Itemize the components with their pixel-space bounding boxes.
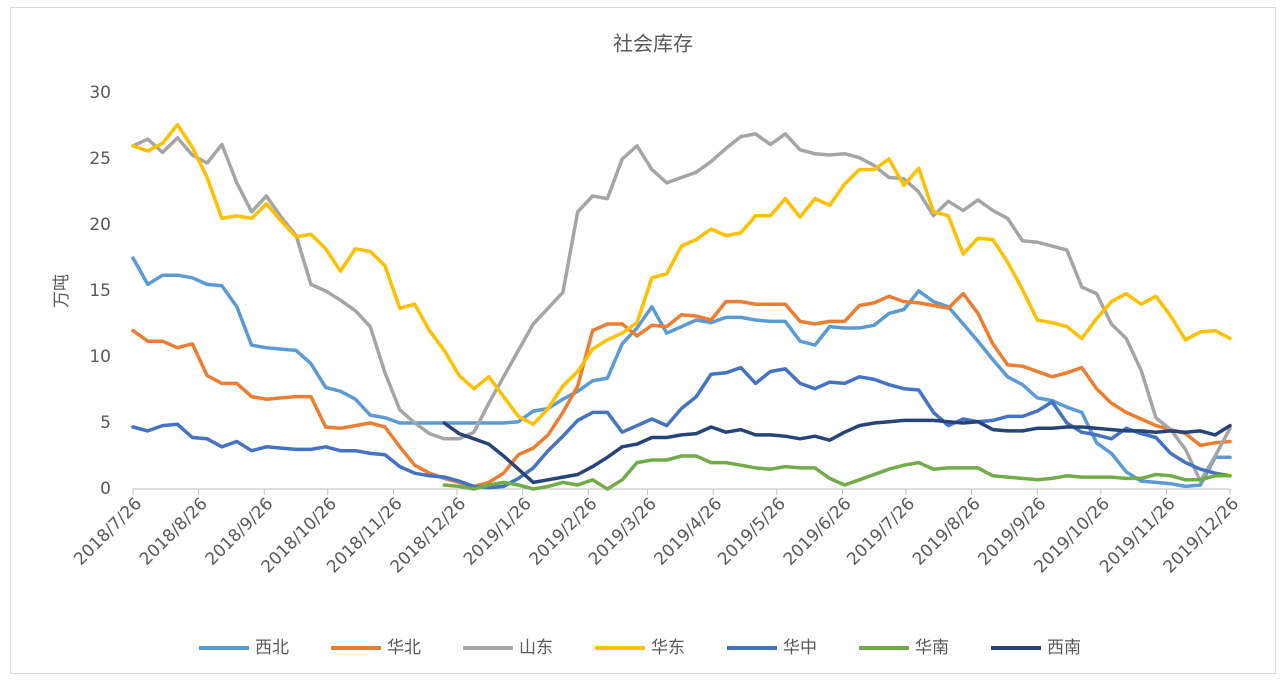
y-tick-label: 0 — [100, 479, 111, 499]
chart-border — [10, 7, 1276, 674]
legend-label: 华东 — [651, 638, 685, 658]
legend-label: 西北 — [255, 638, 289, 658]
y-axis-label: 万吨 — [52, 274, 72, 308]
series-line — [442, 454, 1232, 491]
series-line — [442, 418, 1232, 485]
legend-label: 西南 — [1047, 638, 1081, 658]
series-line — [131, 291, 1232, 489]
y-tick-label: 20 — [89, 215, 111, 235]
series-line — [131, 365, 1232, 490]
y-tick-label: 25 — [89, 149, 111, 169]
y-tick-label: 15 — [89, 281, 111, 301]
chart-title: 社会库存 — [613, 32, 693, 56]
y-tick-label: 10 — [89, 347, 111, 367]
legend-label: 华北 — [387, 638, 421, 658]
legend-label: 华中 — [783, 638, 817, 658]
series-line — [131, 132, 1232, 483]
y-tick-label: 5 — [100, 413, 111, 433]
legend-label: 山东 — [519, 638, 553, 658]
legend-label: 华南 — [915, 638, 949, 658]
series-line — [131, 256, 1232, 489]
y-tick-label: 30 — [89, 83, 111, 103]
series-line — [131, 122, 1232, 427]
